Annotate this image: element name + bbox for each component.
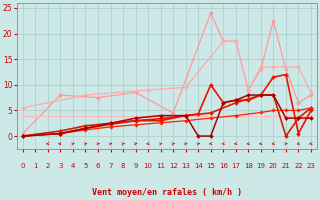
X-axis label: Vent moyen/en rafales ( km/h ): Vent moyen/en rafales ( km/h ) bbox=[92, 188, 242, 197]
